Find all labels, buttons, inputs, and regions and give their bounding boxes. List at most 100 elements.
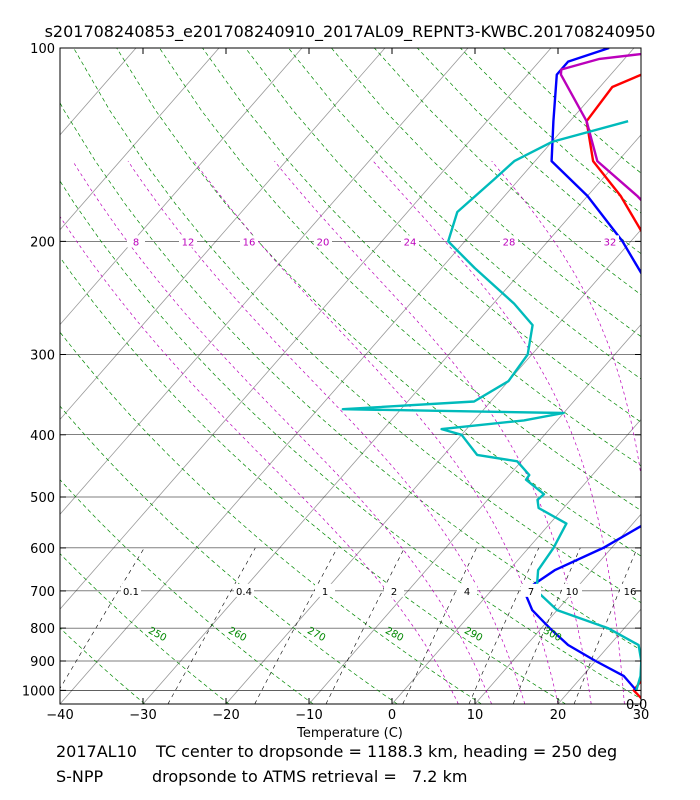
- chart-title: s201708240853_e201708240910_2017AL09_REP…: [45, 22, 656, 42]
- isotherm-line: [142, 134, 641, 704]
- x-tick-label: −10: [295, 708, 322, 723]
- dry-adiabat-line: [60, 405, 398, 704]
- isotherm-line: [60, 48, 469, 515]
- y-tick-label: 700: [30, 585, 55, 600]
- moist-adiabat-label: 8: [133, 237, 139, 248]
- x-tick-label: 30: [633, 708, 650, 723]
- isotherm-line: [640, 703, 641, 704]
- isotherm-line: [557, 608, 641, 704]
- mixing-ratio-label: 16: [624, 587, 637, 598]
- x-tick-label: −20: [212, 708, 239, 723]
- mixing-ratio-line: [325, 547, 405, 704]
- moist-adiabat-label-bg: [601, 235, 619, 248]
- series-line-2: [559, 52, 641, 202]
- dry-adiabat-line: [417, 48, 641, 255]
- mixing-ratio-label: 4: [464, 587, 470, 598]
- dry-adiabat-line: [60, 102, 641, 651]
- moist-adiabat-line: [127, 160, 526, 704]
- isotherm-line: [225, 229, 641, 704]
- y-tick-label: 200: [30, 235, 55, 250]
- mixing-ratio-label-bg: [121, 583, 141, 597]
- moist-adiabat-line: [274, 160, 592, 704]
- dry-adiabat-line: [288, 48, 641, 380]
- moist-adiabat-label-bg: [127, 235, 145, 248]
- moist-adiabat-label-bg: [401, 235, 419, 248]
- footer-tc-distance: TC center to dropsonde = 1188.3 km, head…: [156, 742, 618, 761]
- dry-adiabat-line: [202, 48, 641, 467]
- dry-adiabat-line: [374, 48, 641, 296]
- footer-line-2: S-NPP dropsonde to ATMS retrieval = 7.2 k…: [56, 767, 467, 786]
- mixing-ratio-label: 0.1: [123, 587, 139, 598]
- x-tick-label: −40: [46, 708, 73, 723]
- dry-adiabat-line: [331, 48, 641, 337]
- isotherm-line: [60, 48, 552, 610]
- x-tick-label: −30: [129, 708, 156, 723]
- isotherm-line: [0, 48, 53, 704]
- mixing-ratio-label-bg: [384, 583, 404, 597]
- footer-satellite: S-NPP: [56, 767, 104, 786]
- mixing-ratio-label: 0.4: [236, 587, 252, 598]
- moist-adiabat-line: [193, 160, 559, 704]
- moist-adiabat-label: 16: [243, 237, 256, 248]
- footer-storm-id: 2017AL10: [56, 742, 137, 761]
- mixing-ratio-line: [60, 547, 145, 690]
- dry-adiabat-line: [60, 331, 482, 704]
- mixing-ratio-label: 1: [322, 587, 328, 598]
- plot-frame: [59, 47, 642, 705]
- moist-adiabat-label: 20: [317, 237, 330, 248]
- mixing-ratio-label: 7: [528, 587, 534, 598]
- mixing-ratio-line: [468, 547, 540, 704]
- mixing-ratio-label-bg: [457, 583, 477, 597]
- mixing-ratio-label-bg: [315, 583, 335, 597]
- dry-adiabat-line: [245, 48, 641, 423]
- mixing-ratio-label-bg: [562, 583, 582, 597]
- mixing-ratio-label-bg: [620, 583, 640, 597]
- moist-adiabat-label-bg: [500, 235, 518, 248]
- isotherm-line: [60, 48, 220, 231]
- mixing-ratio-label-bg: [521, 583, 541, 597]
- x-tick-label: 20: [550, 708, 567, 723]
- mixing-ratio-line: [402, 547, 477, 704]
- y-tick-label: 300: [30, 348, 55, 363]
- dry-adiabat-line: [502, 48, 641, 174]
- moist-adiabat-label: 32: [604, 237, 617, 248]
- series-line-3: [341, 120, 641, 691]
- mixing-ratio-label: 10: [566, 587, 579, 598]
- y-tick-label: 400: [30, 429, 55, 444]
- moist-adiabat-label-bg: [240, 235, 258, 248]
- mixing-ratio-label: 2: [391, 587, 397, 598]
- x-tick-label: 10: [467, 708, 484, 723]
- dry-adiabat-line: [60, 256, 566, 704]
- moist-adiabat-label: 28: [503, 237, 516, 248]
- y-tick-label: 1000: [22, 684, 55, 699]
- y-tick-label: 600: [30, 542, 55, 557]
- mixing-ratio-label-bg: [234, 583, 254, 597]
- dry-adiabat-line: [460, 48, 641, 214]
- isotherm-line: [474, 513, 641, 704]
- dry-adiabat-line: [60, 180, 641, 700]
- dry-adiabat-line: [60, 627, 146, 704]
- moist-adiabat-line: [72, 160, 492, 704]
- footer-retrieval-distance: dropsonde to ATMS retrieval = 7.2 km: [152, 767, 468, 786]
- dry-adiabat-line: [60, 702, 61, 704]
- dry-adiabat-line: [73, 48, 641, 604]
- skewt-chart: s201708240853_e201708240910_2017AL09_REP…: [0, 22, 656, 740]
- series-line-1: [523, 48, 641, 692]
- moist-adiabat-label: 24: [404, 237, 417, 248]
- y-tick-label: 900: [30, 655, 55, 670]
- isotherm-line: [60, 48, 635, 704]
- isotherm-line: [60, 48, 386, 421]
- x-axis-label: Temperature (C): [296, 726, 403, 740]
- mixing-ratio-line: [512, 547, 581, 704]
- isotherm-line: [60, 48, 137, 136]
- moist-adiabat-label: 12: [182, 237, 195, 248]
- y-tick-label: 500: [30, 491, 55, 506]
- isotherm-line: [308, 323, 641, 704]
- series-line-0: [585, 73, 641, 700]
- isotherm-line: [391, 418, 641, 704]
- dry-adiabat-line: [60, 553, 230, 704]
- dry-adiabat-line: [60, 479, 314, 704]
- y-tick-label: 800: [30, 622, 55, 637]
- moist-adiabat-label-bg: [314, 235, 332, 248]
- x-tick-label: 0: [388, 708, 396, 723]
